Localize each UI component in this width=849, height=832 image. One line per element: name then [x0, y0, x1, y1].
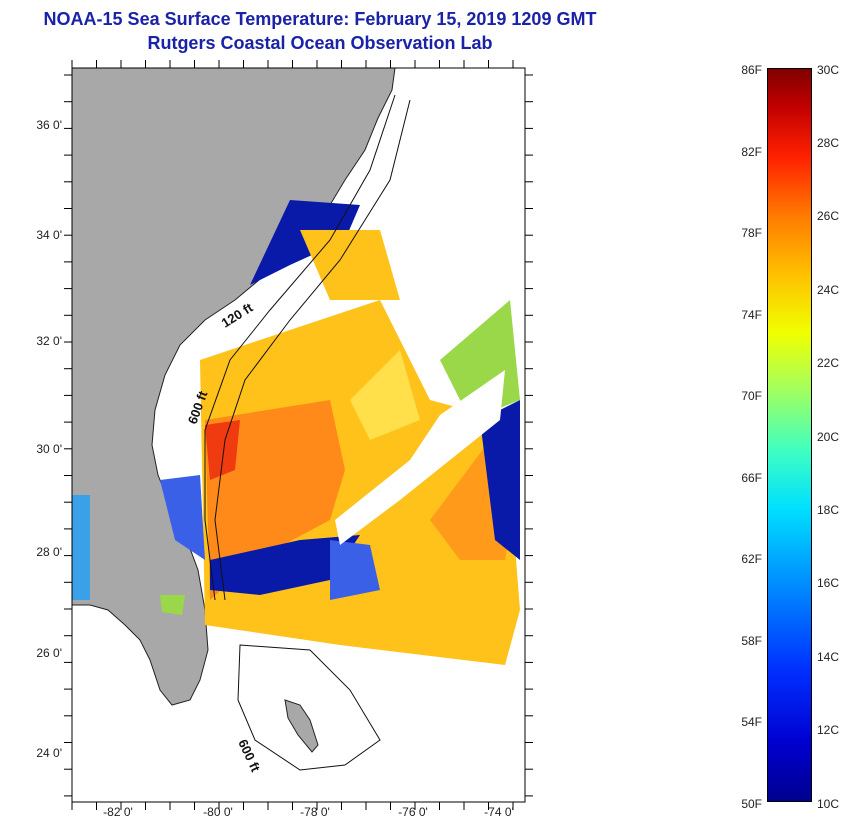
lat-label: 36 0'	[36, 118, 62, 132]
land-southeast-us	[71, 67, 396, 706]
colorbar-f-label: 54F	[741, 715, 762, 729]
colorbar-f-label: 86F	[741, 63, 762, 77]
lat-label: 24 0'	[36, 746, 62, 760]
colorbar-f-label: 58F	[741, 634, 762, 648]
colorbar-f-label: 62F	[741, 552, 762, 566]
colorbar-c-label: 16C	[817, 576, 840, 590]
lon-label: -76 0'	[398, 805, 428, 819]
lon-label: -80 0'	[203, 805, 233, 819]
contour-bahamas	[237, 644, 381, 771]
colorbar-c-label: 28C	[817, 136, 840, 150]
colorbar-c-label: 18C	[817, 503, 840, 517]
colorbar-c-label: 26C	[817, 209, 840, 223]
colorbar-c-label: 24C	[817, 283, 840, 297]
contour-120ft	[204, 94, 396, 601]
colorbar-c-label: 22C	[817, 356, 840, 370]
sst-swath	[72, 200, 520, 665]
colorbar-c-label: 12C	[817, 723, 840, 737]
colorbar-c-label: 20C	[817, 430, 840, 444]
map-subtitle: Rutgers Coastal Ocean Observation Lab	[147, 33, 493, 53]
map-title: NOAA-15 Sea Surface Temperature: Februar…	[43, 9, 597, 29]
land-bahamas	[284, 699, 319, 753]
lat-label: 28 0'	[36, 545, 62, 559]
lon-label: -74 0'	[484, 805, 514, 819]
temperature-colorbar	[767, 68, 812, 802]
cloud-band	[335, 370, 505, 545]
colorbar-c-label: 30C	[817, 63, 840, 77]
lat-label: 32 0'	[36, 334, 62, 348]
axis-ticks	[64, 60, 533, 810]
colorbar-f-label: 82F	[741, 145, 762, 159]
lon-label: -78 0'	[300, 805, 330, 819]
contour-600ft	[214, 99, 411, 601]
colorbar-f-label: 66F	[741, 471, 762, 485]
map-frame	[71, 67, 526, 803]
colorbar-f-label: 50F	[741, 797, 762, 811]
lon-label: -82 0'	[103, 805, 133, 819]
lat-label: 34 0'	[36, 228, 62, 242]
colorbar-f-label: 70F	[741, 389, 762, 403]
lat-label: 30 0'	[36, 442, 62, 456]
colorbar-f-label: 74F	[741, 308, 762, 322]
colorbar-c-label: 10C	[817, 797, 840, 811]
lat-label: 26 0'	[36, 646, 62, 660]
colorbar-f-label: 78F	[741, 226, 762, 240]
colorbar-c-label: 14C	[817, 650, 840, 664]
